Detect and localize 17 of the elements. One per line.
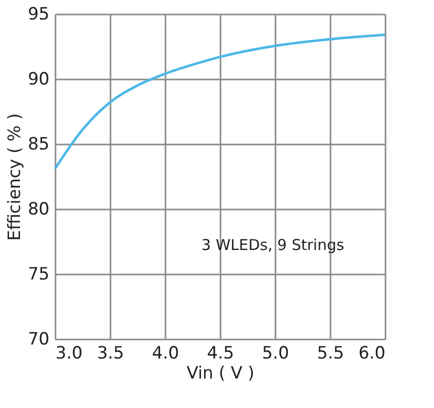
y-tick-label: 70 [28, 330, 50, 350]
y-axis-title: Efficiency ( % ) [4, 113, 25, 241]
line-series [54, 34, 386, 170]
x-tick-label: 5.5 [316, 344, 344, 364]
y-tick-label: 90 [28, 70, 50, 90]
y-tick-label: 80 [28, 200, 50, 220]
x-tick-label: 5.0 [262, 344, 290, 364]
x-axis-title: Vin ( V ) [186, 364, 254, 384]
y-tick-label: 85 [28, 134, 50, 154]
x-tick-label: 3.0 [56, 344, 83, 364]
x-tick-label: 3.5 [96, 344, 124, 364]
x-tick-label: 4.5 [206, 344, 234, 364]
annotation: 3 WLEDs, 9 Strings [201, 236, 344, 254]
x-tick-label: 4.0 [152, 344, 180, 364]
x-tick-label: 6.0 [358, 344, 386, 364]
y-tick-label: 95 [28, 4, 50, 24]
y-tick-label: 75 [28, 264, 50, 284]
